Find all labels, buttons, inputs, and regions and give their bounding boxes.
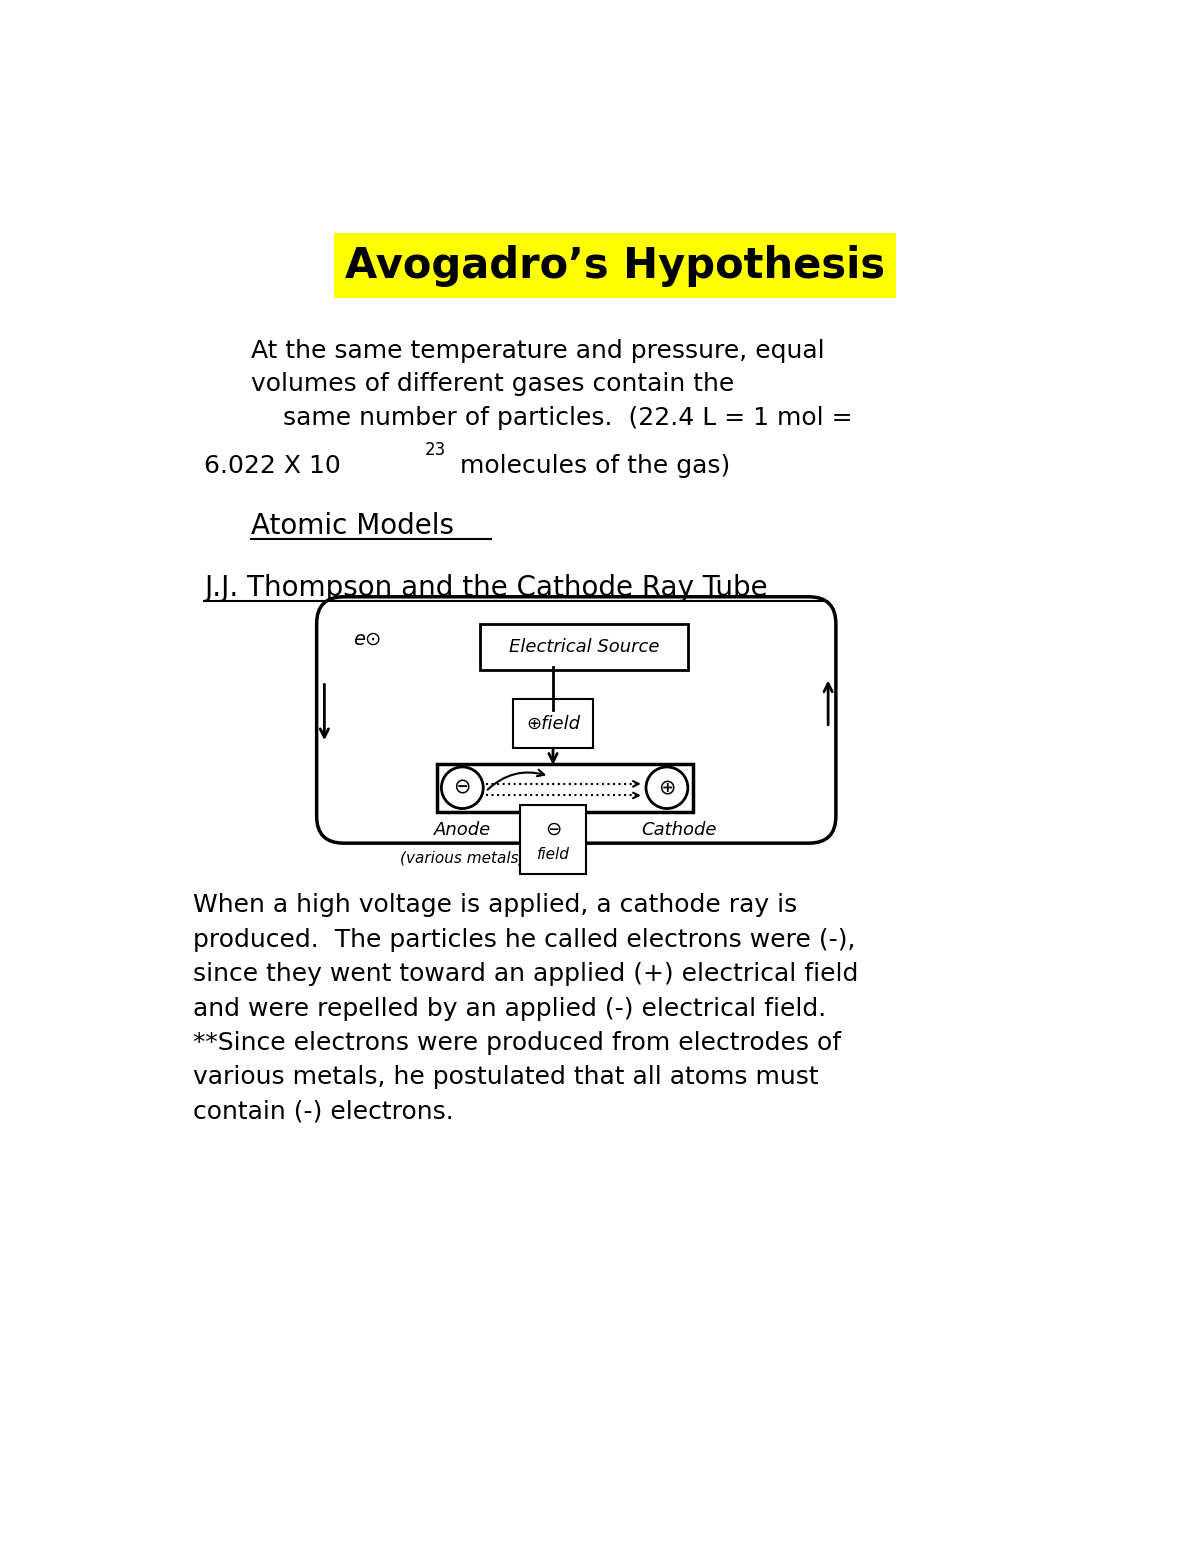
Text: Electrical Source: Electrical Source: [509, 638, 659, 655]
Text: e⊙: e⊙: [353, 629, 382, 649]
Text: 23: 23: [425, 441, 446, 460]
Text: When a high voltage is applied, a cathode ray is
produced.  The particles he cal: When a high voltage is applied, a cathod…: [193, 893, 858, 1124]
Bar: [521, 804, 586, 874]
FancyArrowPatch shape: [487, 770, 545, 789]
Text: J.J. Thompson and the Cathode Ray Tube: J.J. Thompson and the Cathode Ray Tube: [204, 573, 768, 601]
Text: Atomic Models: Atomic Models: [251, 512, 454, 540]
Text: Cathode: Cathode: [641, 822, 716, 839]
Text: Anode: Anode: [433, 822, 491, 839]
Text: field: field: [536, 848, 570, 862]
Bar: [437, 764, 692, 812]
Text: molecules of the gas): molecules of the gas): [452, 455, 731, 478]
Text: Avogadro’s Hypothesis: Avogadro’s Hypothesis: [344, 245, 886, 287]
Text: ⊕: ⊕: [658, 778, 676, 798]
Text: ⊖: ⊖: [454, 778, 472, 798]
Text: (various metals): (various metals): [400, 849, 524, 865]
FancyBboxPatch shape: [512, 699, 593, 749]
Text: ⊖: ⊖: [545, 820, 562, 839]
Circle shape: [442, 767, 484, 809]
Circle shape: [646, 767, 688, 809]
FancyBboxPatch shape: [480, 624, 688, 669]
Text: At the same temperature and pressure, equal
volumes of different gases contain t: At the same temperature and pressure, eq…: [251, 339, 852, 430]
Text: ⊕field: ⊕field: [526, 714, 580, 733]
Text: 6.022 X 10: 6.022 X 10: [204, 455, 341, 478]
